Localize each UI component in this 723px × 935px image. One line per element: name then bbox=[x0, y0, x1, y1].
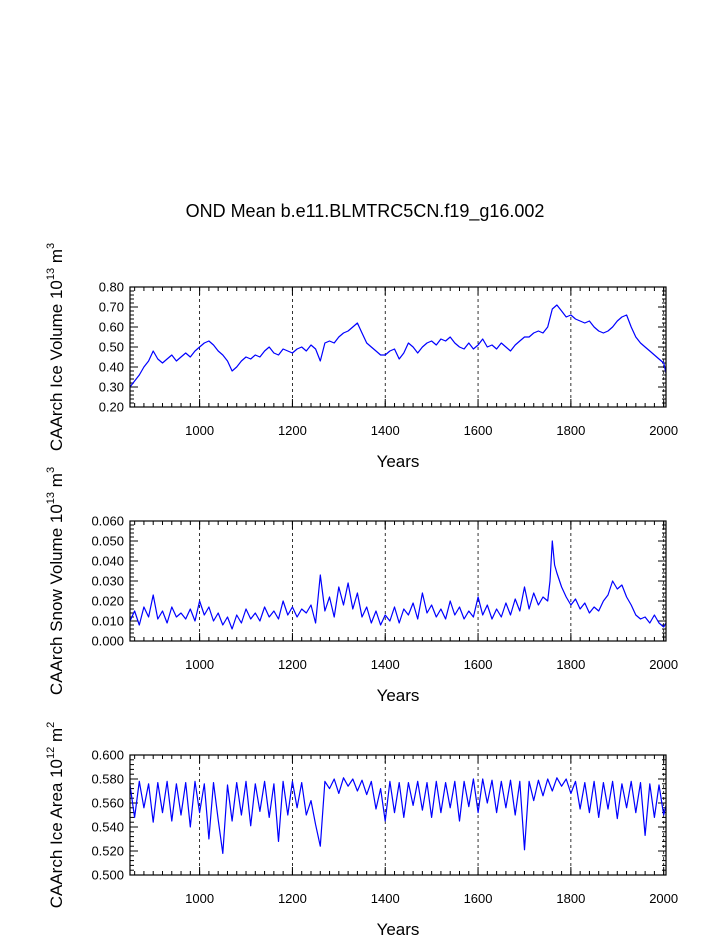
y-tick-label: 0.020 bbox=[91, 594, 124, 609]
x-tick-label: 1800 bbox=[556, 423, 585, 438]
y-tick-label: 0.000 bbox=[91, 634, 124, 649]
plot-frame bbox=[129, 286, 667, 408]
y-tick-label: 0.010 bbox=[91, 614, 124, 629]
x-tick-label: 1200 bbox=[278, 423, 307, 438]
x-tick-label: 1000 bbox=[185, 891, 214, 906]
x-axis-label: Years bbox=[377, 452, 420, 471]
series-line bbox=[129, 540, 667, 630]
y-tick-label: 0.40 bbox=[99, 360, 124, 375]
x-tick-label: 1800 bbox=[556, 657, 585, 672]
y-tick-label: 0.050 bbox=[91, 534, 124, 549]
x-axis-label: Years bbox=[377, 920, 420, 935]
y-tick-label: 0.520 bbox=[91, 844, 124, 859]
x-tick-label: 1400 bbox=[371, 891, 400, 906]
chart-title: OND Mean b.e11.BLMTRC5CN.f19_g16.002 bbox=[186, 201, 545, 222]
y-axis-label: CAArch Ice Area 1012 m2 bbox=[45, 722, 66, 909]
x-axis-label: Years bbox=[377, 686, 420, 705]
panel-ice-volume: 1000 1200 1400 1600 1800 2000 0.20 0.30 0.40 0.50… bbox=[45, 243, 678, 471]
y-tick-label: 0.20 bbox=[99, 400, 124, 415]
x-tick-label: 2000 bbox=[649, 657, 678, 672]
x-tick-label: 2000 bbox=[649, 891, 678, 906]
x-tick-label: 1200 bbox=[278, 657, 307, 672]
y-tick-label: 0.500 bbox=[91, 868, 124, 883]
y-axis-label: CAArch Ice Volume 1013 m3 bbox=[45, 243, 66, 451]
x-tick-label: 1600 bbox=[464, 891, 493, 906]
x-tick-label: 1400 bbox=[371, 657, 400, 672]
panel-snow-volume: 1000 1200 1400 1600 1800 2000 0.000 0.010 0.020 0… bbox=[45, 467, 678, 705]
y-tick-label: 0.80 bbox=[99, 280, 124, 295]
x-tick-label: 2000 bbox=[649, 423, 678, 438]
y-axis-label: CAArch Snow Volume 1013 m3 bbox=[45, 467, 66, 695]
y-tick-label: 0.560 bbox=[91, 796, 124, 811]
y-tick-label: 0.30 bbox=[99, 380, 124, 395]
x-tick-label: 1400 bbox=[371, 423, 400, 438]
x-tick-label: 1000 bbox=[185, 657, 214, 672]
y-tick-label: 0.060 bbox=[91, 514, 124, 529]
y-tick-label: 0.60 bbox=[99, 320, 124, 335]
x-tick-label: 1200 bbox=[278, 891, 307, 906]
x-tick-label: 1000 bbox=[185, 423, 214, 438]
series-line bbox=[129, 304, 667, 388]
x-tick-label: 1600 bbox=[464, 657, 493, 672]
y-tick-label: 0.040 bbox=[91, 554, 124, 569]
y-tick-label: 0.540 bbox=[91, 820, 124, 835]
y-tick-label: 0.030 bbox=[91, 574, 124, 589]
series-line bbox=[129, 777, 667, 855]
y-tick-label: 0.580 bbox=[91, 772, 124, 787]
plot-frame bbox=[129, 754, 667, 876]
y-tick-label: 0.600 bbox=[91, 748, 124, 763]
y-tick-label: 0.70 bbox=[99, 300, 124, 315]
plot-frame bbox=[129, 520, 667, 642]
x-tick-label: 1800 bbox=[556, 891, 585, 906]
y-tick-label: 0.50 bbox=[99, 340, 124, 355]
panel-ice-area: 1000 1200 1400 1600 1800 2000 0.500 0.520 0.540 0… bbox=[45, 722, 678, 935]
x-tick-label: 1600 bbox=[464, 423, 493, 438]
